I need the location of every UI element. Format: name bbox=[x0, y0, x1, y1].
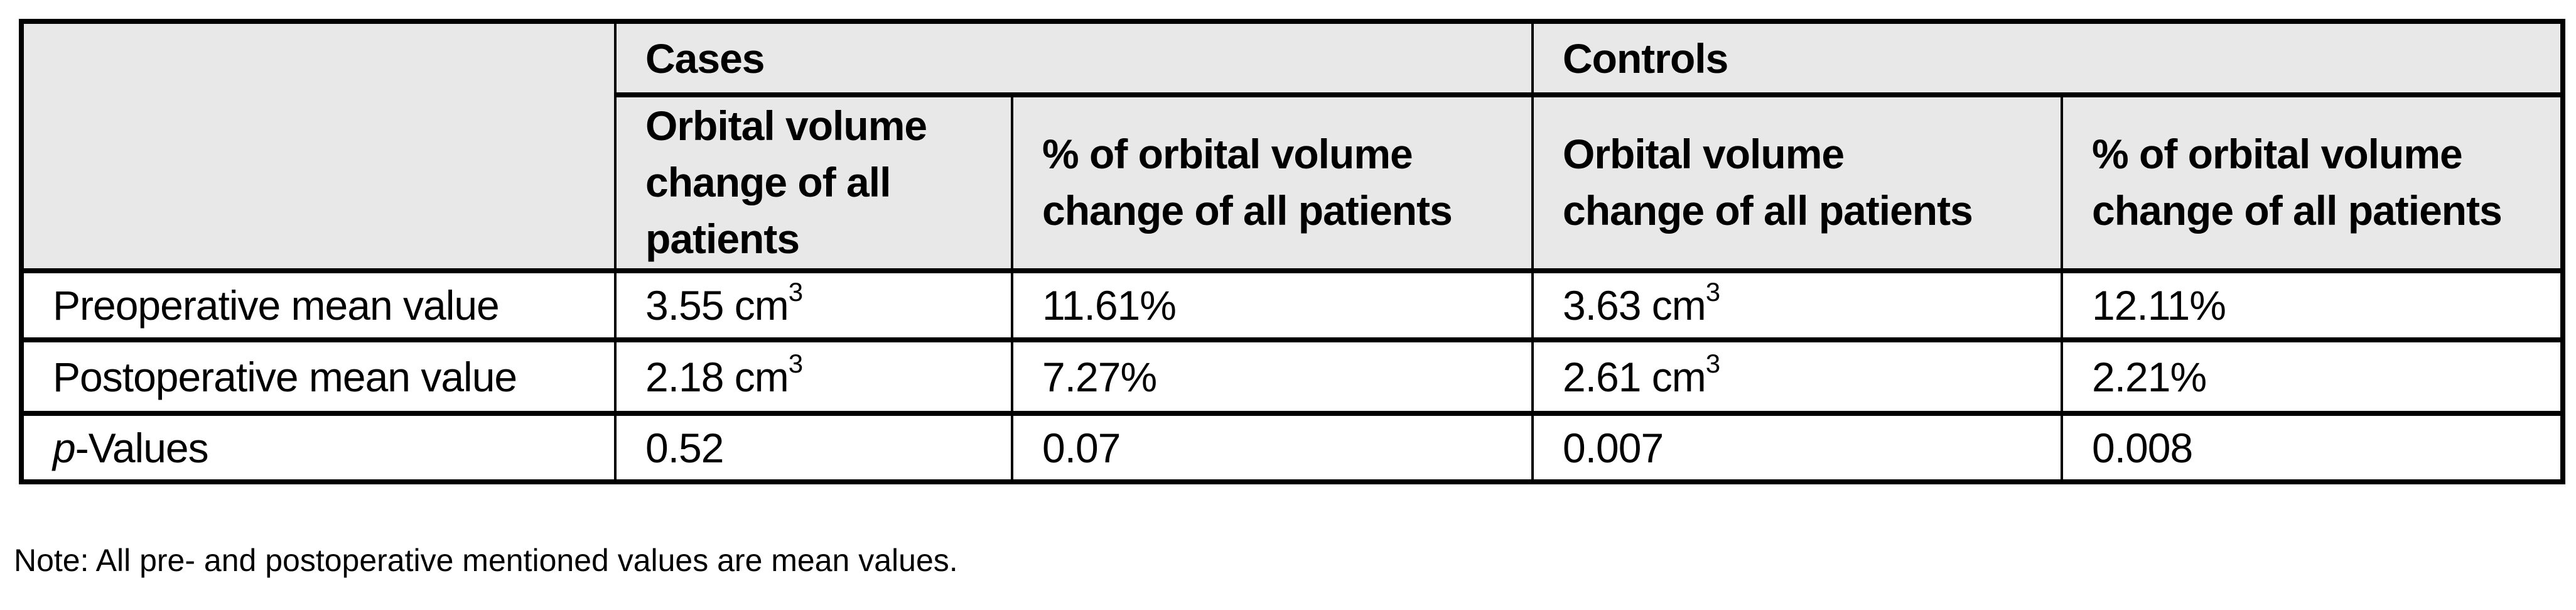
cell-postop-cases-volume: 2.18 cm3 bbox=[614, 340, 1012, 416]
cell-value: 0.07 bbox=[1042, 424, 1121, 471]
row-label-text: Postoperative mean value bbox=[53, 353, 517, 400]
cell-postop-controls-volume: 2.61 cm3 bbox=[1531, 340, 2062, 416]
cell-postop-cases-percent: 7.27% bbox=[1011, 340, 1533, 416]
cell-value: 3.55 cm bbox=[645, 282, 789, 329]
table-row-p-values: p-Values 0.52 0.07 0.007 0.008 bbox=[20, 413, 2563, 484]
column-header-controls-volume: Orbital volume change of all patients bbox=[1531, 95, 2062, 273]
table-note: Note: All pre- and postoperative mention… bbox=[14, 543, 958, 578]
row-label-italic-part: p bbox=[53, 424, 76, 471]
row-label-preoperative: Preoperative mean value bbox=[20, 271, 615, 342]
cell-preop-cases-volume: 3.55 cm3 bbox=[614, 271, 1012, 342]
cell-value: 0.007 bbox=[1563, 424, 1664, 471]
cell-pvalue-cases-percent: 0.07 bbox=[1011, 413, 1533, 484]
cell-pvalue-cases-volume: 0.52 bbox=[614, 413, 1012, 484]
group-header-row: Cases Controls bbox=[20, 21, 2563, 273]
cell-preop-cases-percent: 11.61% bbox=[1011, 271, 1533, 342]
row-label-text: Preoperative mean value bbox=[53, 282, 500, 329]
cell-value: 2.18 cm bbox=[645, 353, 789, 400]
cell-pvalue-controls-volume: 0.007 bbox=[1531, 413, 2062, 484]
column-header-row: Orbital volume change of all patients % … bbox=[21, 95, 2563, 273]
cell-value: 3.63 cm bbox=[1563, 282, 1706, 329]
cell-preop-controls-percent: 12.11% bbox=[2060, 271, 2563, 342]
orbital-volume-table: Cases Controls Orbital volume change of … bbox=[19, 19, 2566, 484]
cell-value: 7.27% bbox=[1042, 353, 1157, 400]
row-label-text: -Values bbox=[75, 424, 209, 471]
row-label-postoperative: Postoperative mean value bbox=[20, 340, 615, 416]
corner-cell bbox=[20, 21, 615, 273]
cell-postop-controls-percent: 2.21% bbox=[2060, 340, 2563, 416]
superscript: 3 bbox=[1705, 348, 1721, 378]
row-label-p-values: p-Values bbox=[20, 413, 615, 484]
superscript: 3 bbox=[788, 277, 804, 307]
column-header-cases-volume: Orbital volume change of all patients bbox=[614, 95, 1012, 273]
superscript: 3 bbox=[788, 348, 804, 378]
column-header-cases-percent: % of orbital volume change of all patien… bbox=[1011, 95, 1533, 273]
table-row-preoperative: Preoperative mean value 3.55 cm3 11.61% … bbox=[20, 271, 2563, 342]
cell-pvalue-controls-percent: 0.008 bbox=[2060, 413, 2563, 484]
cell-preop-controls-volume: 3.63 cm3 bbox=[1531, 271, 2062, 342]
cell-value: 0.52 bbox=[645, 424, 724, 471]
cell-value: 2.61 cm bbox=[1563, 353, 1706, 400]
superscript: 3 bbox=[1705, 277, 1721, 307]
group-header-controls: Controls bbox=[1531, 21, 2563, 97]
cell-value: 2.21% bbox=[2092, 353, 2207, 400]
cell-value: 0.008 bbox=[2092, 424, 2193, 471]
cell-value: 12.11% bbox=[2092, 282, 2226, 329]
column-header-controls-percent: % of orbital volume change of all patien… bbox=[2060, 95, 2563, 273]
table-row-postoperative: Postoperative mean value 2.18 cm3 7.27% … bbox=[20, 340, 2563, 416]
cell-value: 11.61% bbox=[1042, 282, 1177, 329]
group-header-cases: Cases bbox=[614, 21, 1533, 97]
table-figure: Cases Controls Orbital volume change of … bbox=[19, 19, 2566, 484]
